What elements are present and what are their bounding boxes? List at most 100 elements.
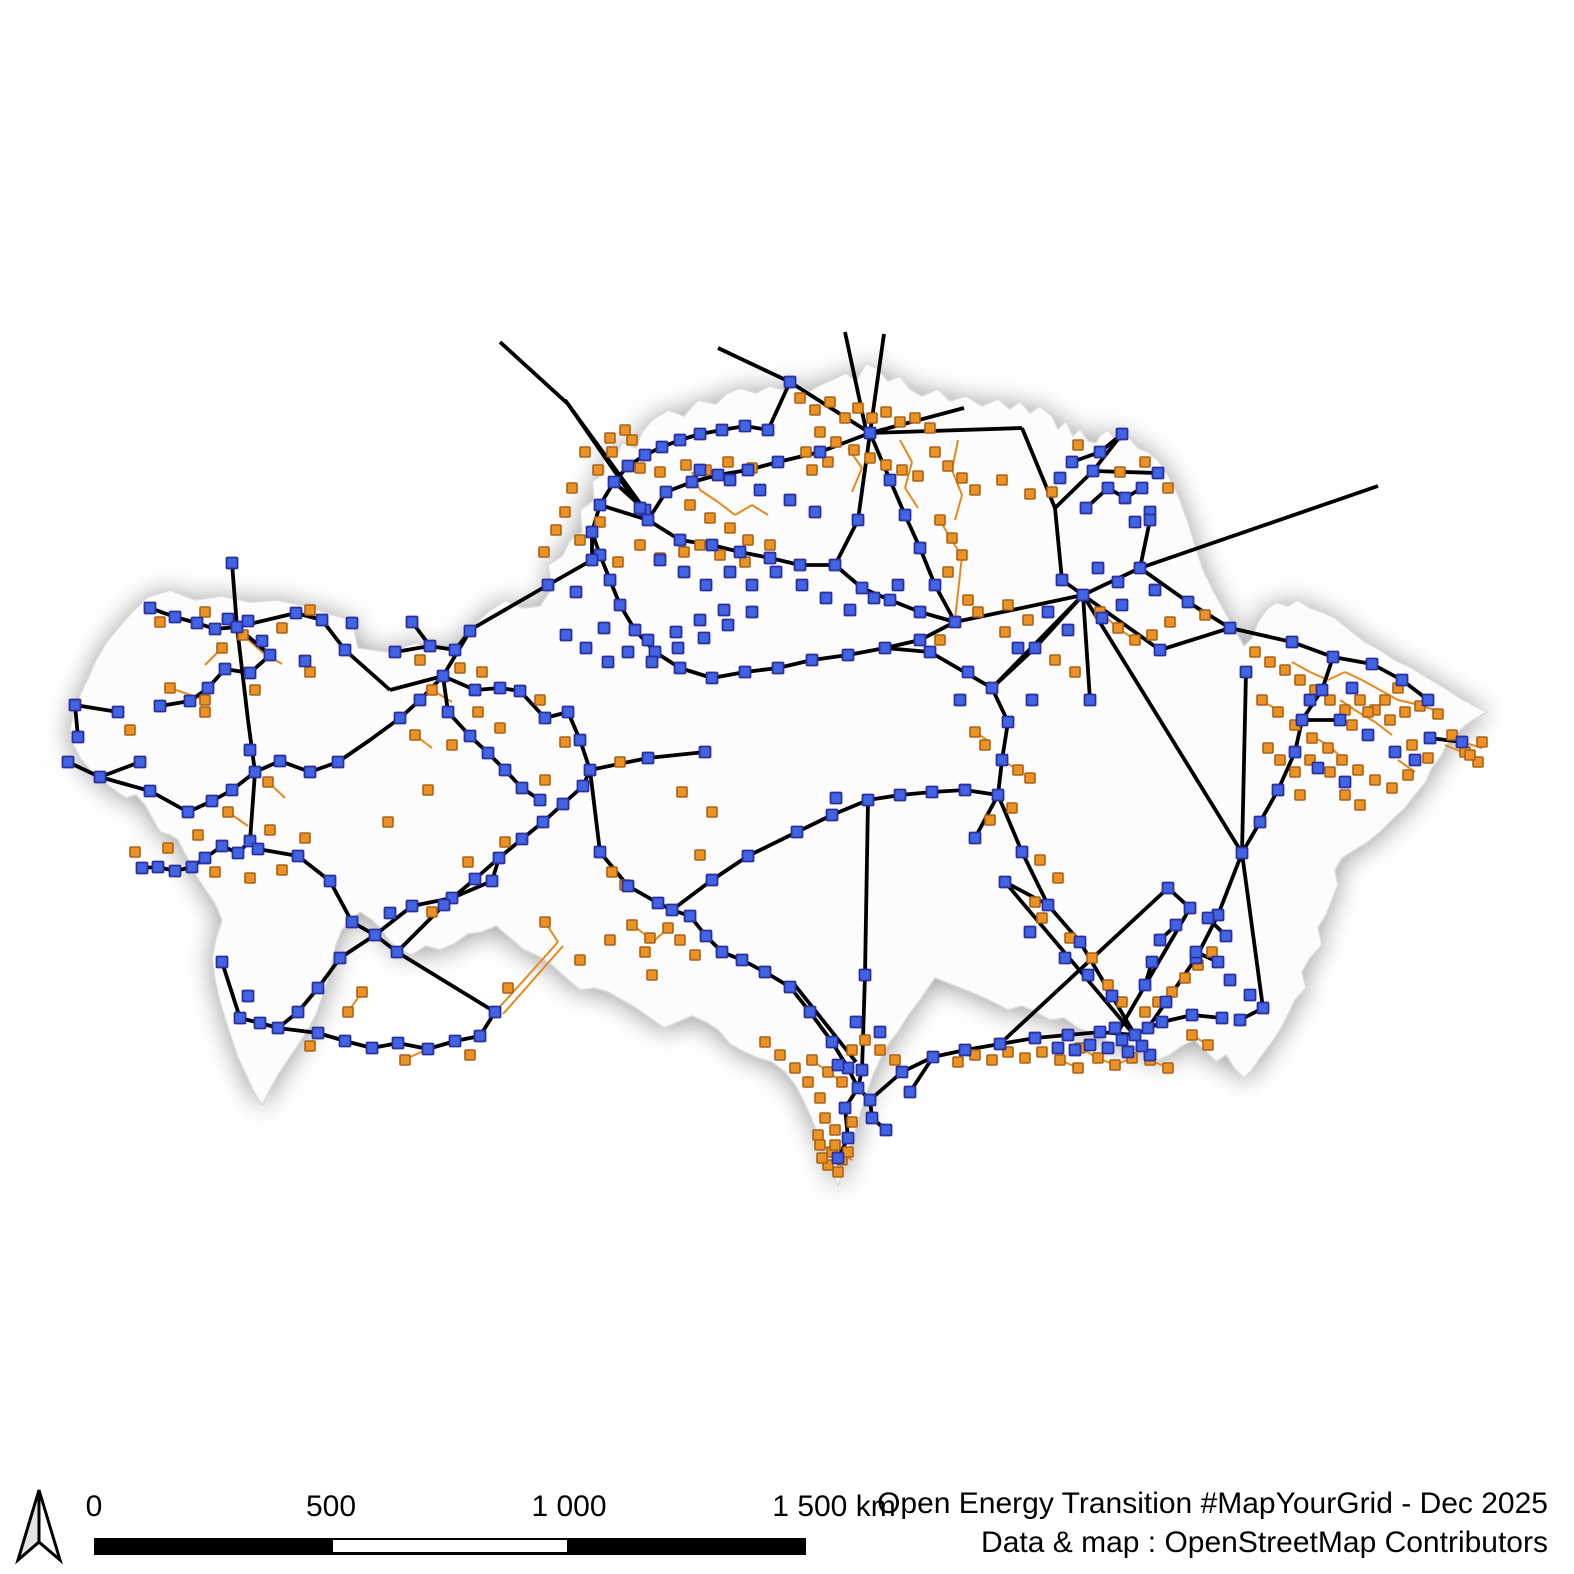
power-plant-node [816,1152,828,1164]
substation-node [1288,745,1302,759]
substation-node [1233,1013,1247,1027]
power-plant-node [606,446,618,458]
power-plant-node [1162,1062,1174,1074]
power-plant-node [694,849,706,861]
substation-node [673,533,687,547]
power-plant-node [894,416,906,428]
power-plant-node [864,452,876,464]
power-plant-node [1354,694,1366,706]
power-plant-node [1114,466,1126,478]
substation-node [248,765,262,779]
power-plant-node [1069,666,1081,678]
power-plant-node [684,499,696,511]
substation-node [1271,783,1285,797]
substation-node [1235,846,1249,860]
substation-node [1153,643,1167,657]
substation-node [143,784,157,798]
substation-node [333,951,347,965]
substation-node [1128,515,1142,529]
substation-node [423,639,437,653]
transmission-line [1291,640,1334,659]
substation-node [311,981,325,995]
power-plant-node [1186,1029,1198,1041]
power-plant-node [1432,708,1444,720]
substation-node [1223,973,1237,987]
substation-node [1086,464,1100,478]
substation-node [669,625,683,639]
power-plant-node [216,642,228,654]
substation-node [771,661,785,675]
power-plant-node [409,729,421,741]
attribution-line-2: Data & map : OpenStreetMap Contributors [981,1526,1548,1559]
scale-bar-tick-label: 1 500 km [772,1490,896,1523]
substation-node [1135,1039,1149,1053]
substation-node [1333,713,1347,727]
power-plant-node [499,836,511,848]
substation-node [717,603,731,617]
substation-node [1388,745,1402,759]
substation-node [1243,988,1257,1002]
power-plant-node [1354,799,1366,811]
power-plant-node [829,1139,841,1151]
power-plant-node [276,864,288,876]
transmission-line [1081,594,1244,854]
power-plant-node [934,634,946,646]
substation-node [218,662,232,676]
power-plant-node [604,432,616,444]
power-plant-node [846,1116,858,1128]
substation-node [953,693,967,707]
substation-node [683,909,697,923]
substation-node [828,558,842,572]
power-plant-node [476,666,488,678]
power-plant-node [972,606,984,618]
substation-node [645,655,659,669]
distribution-line [851,467,863,493]
power-plant-node [1072,1062,1084,1074]
substation-node [928,578,942,592]
distribution-line [169,687,206,701]
substation-node [201,681,215,695]
substation-node [151,860,165,874]
power-plant-node [1384,714,1396,726]
power-plant-node [199,694,211,706]
scale-bar-tick-label: 0 [85,1490,103,1523]
power-plant-node [942,566,954,578]
transmission-line [990,646,1037,690]
power-plant-node [199,606,211,618]
substation-node [819,591,833,605]
transmission-line [647,750,706,760]
substation-node [1025,693,1039,707]
substation-node [153,699,167,713]
substation-node [659,485,673,499]
substation-node [1053,471,1067,485]
power-plant-node [848,444,860,456]
substation-node [958,1043,972,1057]
substation-node [993,1037,1007,1051]
substation-node [948,615,962,629]
substation-node [538,711,552,725]
substation-node [481,746,495,760]
power-plant-node [559,736,571,748]
power-plant-node [1262,742,1274,754]
power-plant-node [539,916,551,928]
transmission-line [220,961,242,1019]
power-plant-node [614,756,626,768]
power-plant-node [846,1044,858,1056]
transmission-line [1081,594,1092,701]
substation-node [111,705,125,719]
substation-node [803,1005,817,1019]
power-plant-node [1256,694,1268,706]
power-plant-node [604,934,616,946]
substation-node [671,641,685,655]
power-plant-node [244,872,256,884]
substation-node [991,788,1005,802]
power-plant-node [592,464,604,476]
power-plant-node [924,422,936,434]
substation-node [583,763,597,777]
substation-node [808,505,822,519]
substation-node [168,864,182,878]
power-plant-node [814,1092,826,1104]
power-plant-node [759,1036,771,1048]
scale-bar-tick-label: 500 [305,1490,357,1523]
power-plant-node [880,459,892,471]
